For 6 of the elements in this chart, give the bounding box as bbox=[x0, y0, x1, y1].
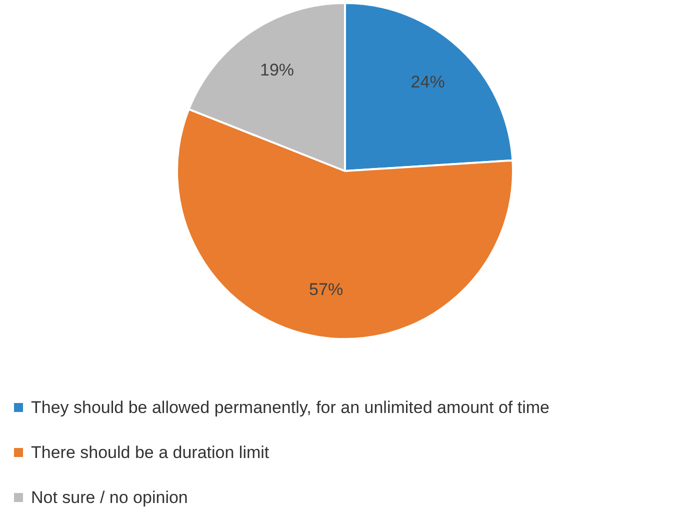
data-label: 57% bbox=[309, 280, 344, 300]
data-label: 24% bbox=[410, 72, 445, 92]
legend-label: Not sure / no opinion bbox=[31, 488, 188, 508]
legend-label: They should be allowed permanently, for an unlimited amount of time bbox=[31, 398, 550, 418]
data-label: 19% bbox=[260, 60, 294, 80]
legend-label: There should be a duration limit bbox=[31, 442, 270, 462]
